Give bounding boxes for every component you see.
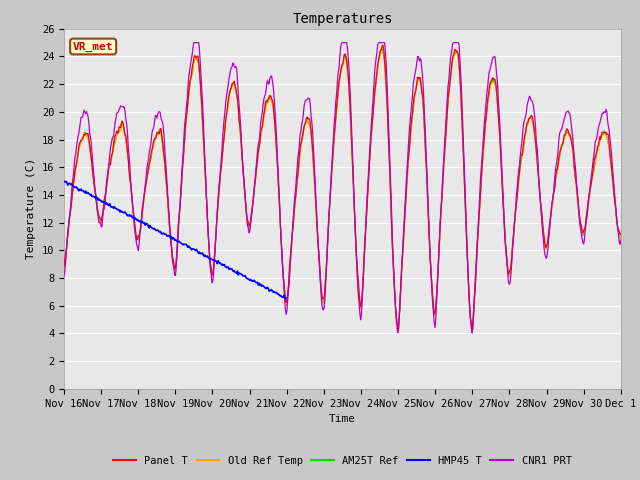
Title: Temperatures: Temperatures (292, 12, 393, 26)
Text: VR_met: VR_met (73, 41, 113, 52)
Y-axis label: Temperature (C): Temperature (C) (26, 158, 36, 259)
X-axis label: Time: Time (329, 414, 356, 424)
Legend: Panel T, Old Ref Temp, AM25T Ref, HMP45 T, CNR1 PRT: Panel T, Old Ref Temp, AM25T Ref, HMP45 … (109, 452, 576, 470)
